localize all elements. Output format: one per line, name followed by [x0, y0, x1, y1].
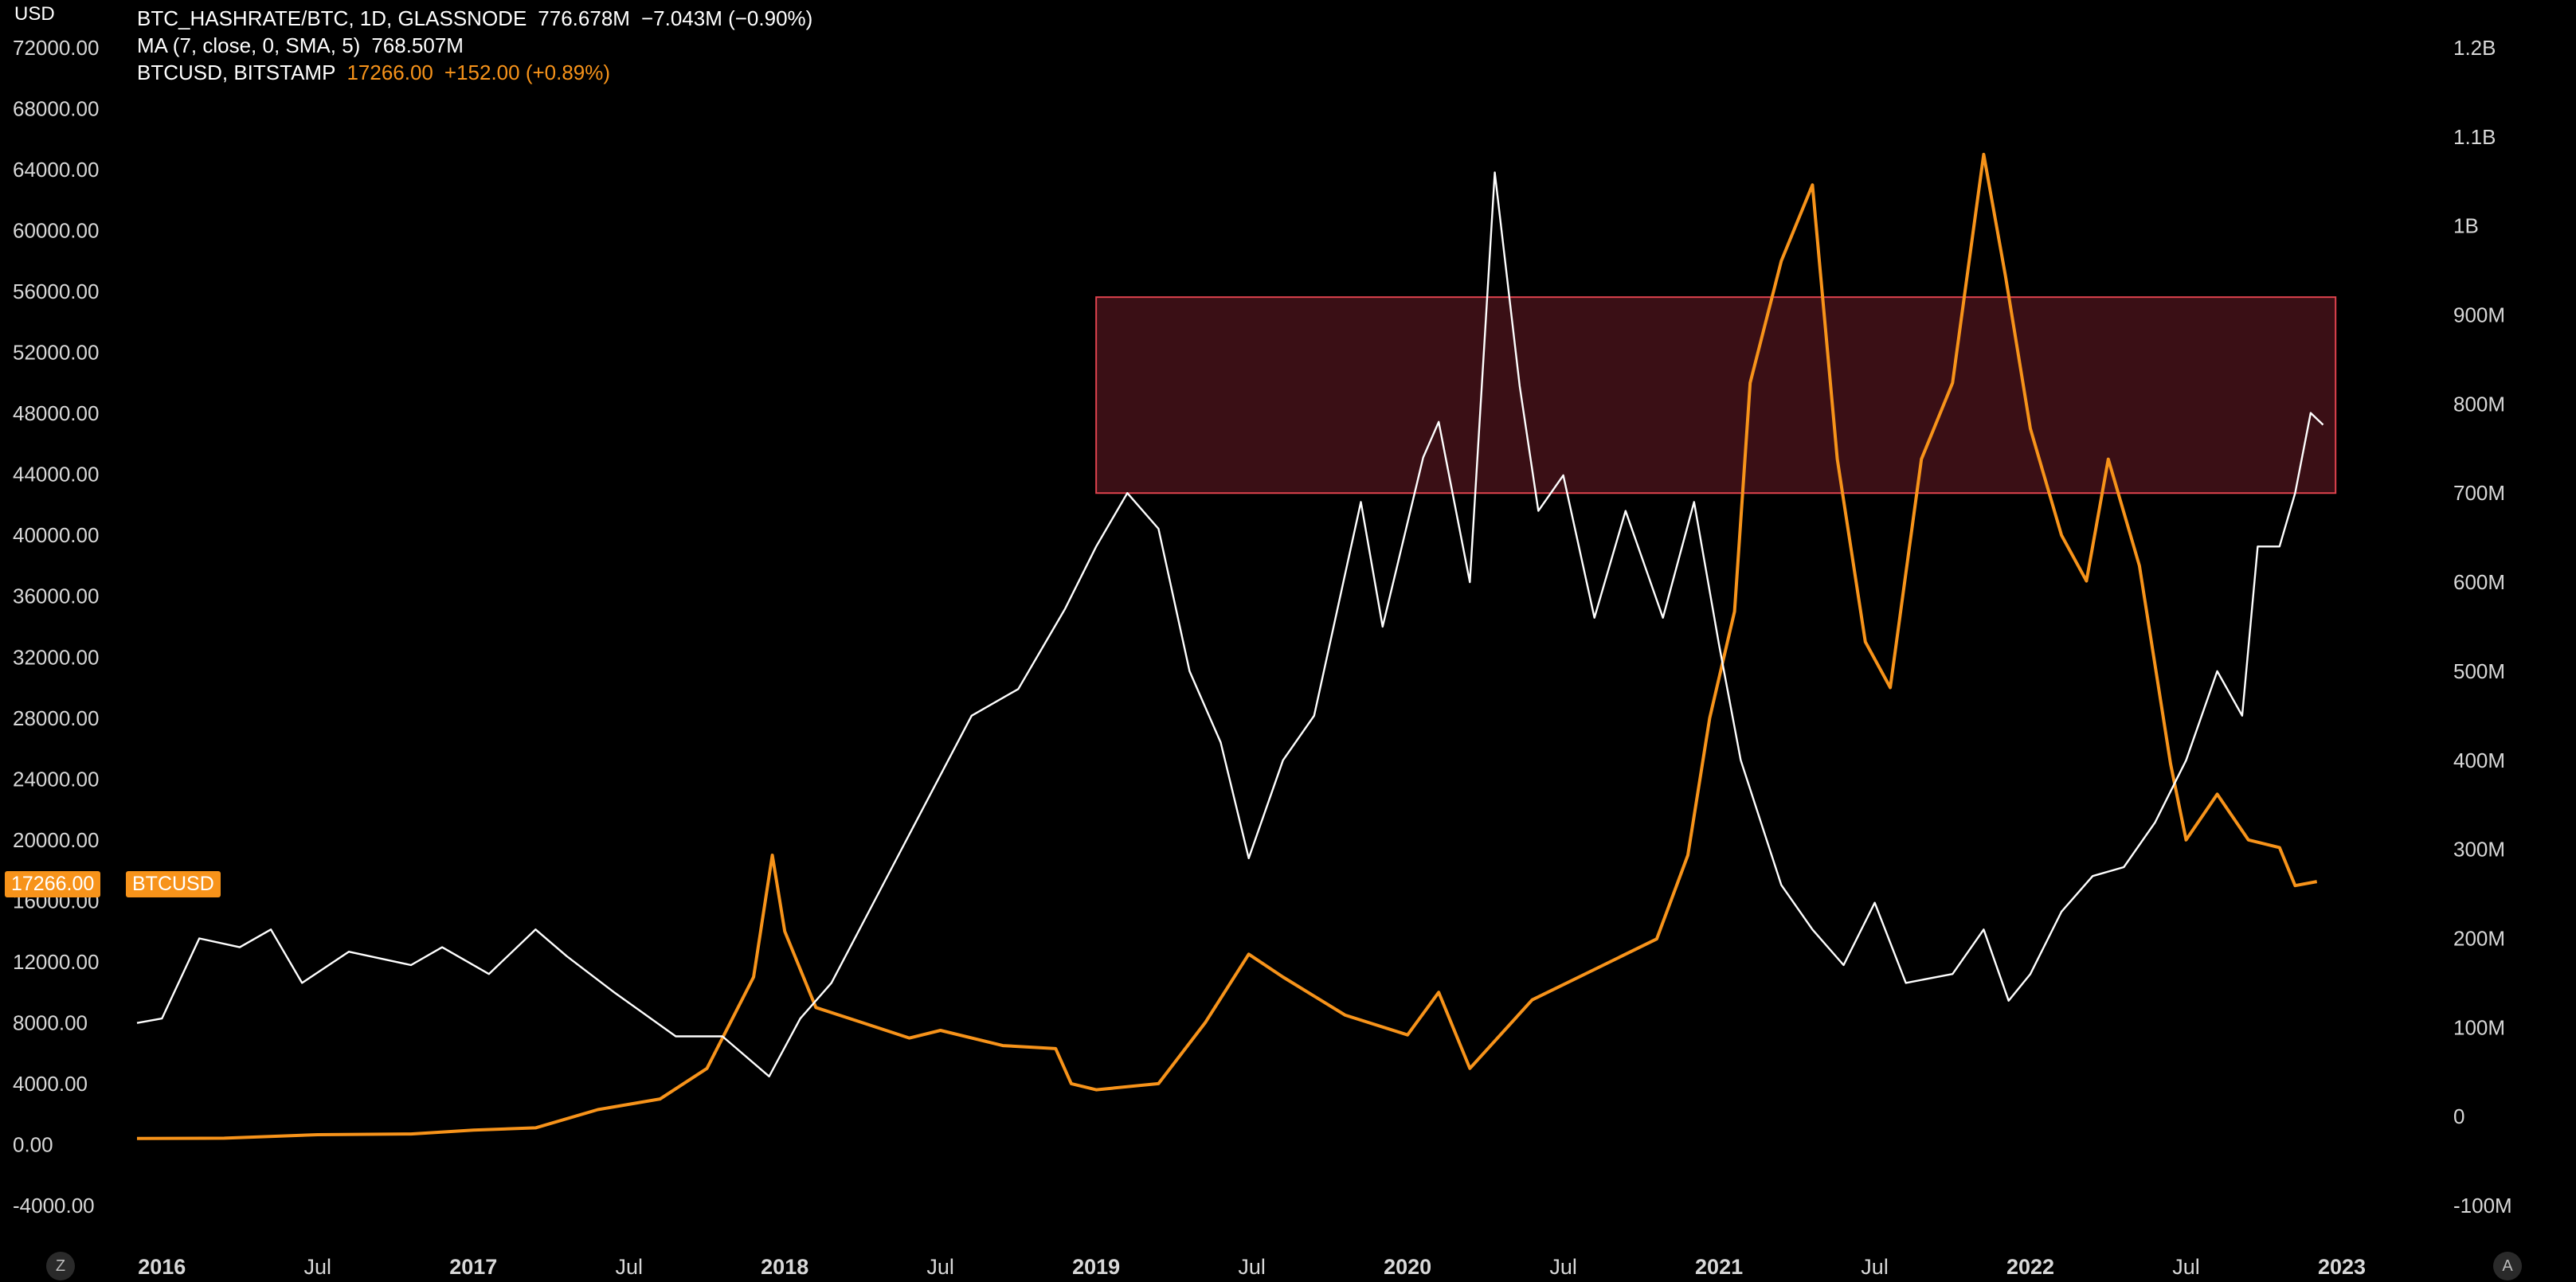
- legend-line-ma: MA (7, close, 0, SMA, 5) 768.507M: [137, 33, 475, 58]
- left-axis-tick-label: -4000.00: [13, 1194, 95, 1218]
- left-axis-unit: USD: [14, 3, 55, 25]
- x-axis-tick-label: Jul: [303, 1255, 331, 1279]
- x-axis-tick-label: Jul: [1238, 1255, 1266, 1279]
- auto-scale-z-button[interactable]: Z: [46, 1252, 75, 1280]
- x-axis-tick-label: 2023: [2318, 1255, 2366, 1279]
- right-axis-tick-label: 600M: [2453, 570, 2505, 594]
- price-badge-value: 17266.00: [5, 871, 101, 897]
- left-axis-tick-label: 72000.00: [13, 36, 99, 60]
- legend-line-ratio: BTC_HASHRATE/BTC, 1D, GLASSNODE 776.678M −…: [137, 6, 824, 31]
- right-axis-tick-label: 0: [2453, 1104, 2464, 1128]
- x-axis-tick-label: Jul: [926, 1255, 954, 1279]
- left-axis-tick-label: 20000.00: [13, 828, 99, 852]
- left-axis-tick-label: 60000.00: [13, 219, 99, 243]
- hashrate-ratio-line: [136, 171, 2324, 1077]
- highlight-zone: [1095, 296, 2337, 494]
- left-axis-tick-label: 40000.00: [13, 523, 99, 547]
- left-axis-tick-label: 44000.00: [13, 463, 99, 487]
- legend-ratio-change: −7.043M (−0.90%): [640, 6, 813, 30]
- x-axis-tick-label: Jul: [2172, 1255, 2200, 1279]
- right-axis-tick-label: 1.2B: [2453, 36, 2496, 60]
- price-badge-label: BTCUSD: [126, 871, 221, 897]
- right-axis-tick-label: 400M: [2453, 748, 2505, 772]
- legend-btc-change: +152.00 (+0.89%): [444, 61, 611, 84]
- x-axis-tick-label: Jul: [1549, 1255, 1577, 1279]
- x-axis-tick-label: Jul: [1861, 1255, 1889, 1279]
- left-axis-tick-label: 12000.00: [13, 950, 99, 974]
- left-axis-tick-label: 0.00: [13, 1132, 53, 1156]
- legend-line-btc: BTCUSD, BITSTAMP 17266.00 +152.00 (+0.89%): [137, 61, 621, 85]
- x-axis-tick-label: Jul: [615, 1255, 643, 1279]
- x-axis-tick-label: 2021: [1695, 1255, 1743, 1279]
- left-axis-tick-label: 24000.00: [13, 767, 99, 791]
- legend-ma-value: 768.507M: [371, 33, 464, 57]
- x-axis-tick-label: 2022: [2006, 1255, 2054, 1279]
- left-axis-tick-label: 32000.00: [13, 645, 99, 669]
- right-axis-tick-label: 1B: [2453, 214, 2479, 238]
- x-axis-tick-label: 2017: [449, 1255, 497, 1279]
- right-axis-tick-label: 1.1B: [2453, 125, 2496, 149]
- left-axis-tick-label: 56000.00: [13, 279, 99, 303]
- legend-ratio-value: 776.678M: [538, 6, 630, 30]
- btcusd-line: [136, 152, 2318, 1140]
- right-axis-tick-label: 100M: [2453, 1015, 2505, 1039]
- left-axis-tick-label: 8000.00: [13, 1010, 88, 1034]
- legend-btc-value: 17266.00: [346, 61, 433, 84]
- right-axis-tick-label: 500M: [2453, 659, 2505, 683]
- legend-ma-symbol: MA (7, close, 0, SMA, 5): [137, 33, 361, 57]
- right-axis-tick-label: -100M: [2453, 1194, 2512, 1218]
- auto-scale-a-button[interactable]: A: [2493, 1252, 2522, 1280]
- left-axis-tick-label: 68000.00: [13, 97, 99, 121]
- left-axis-tick-label: 64000.00: [13, 158, 99, 182]
- right-axis-tick-label: 900M: [2453, 303, 2505, 327]
- right-axis-tick-label: 300M: [2453, 838, 2505, 862]
- x-axis-tick-label: 2019: [1072, 1255, 1120, 1279]
- left-axis-tick-label: 4000.00: [13, 1072, 88, 1096]
- legend-ratio-symbol: BTC_HASHRATE/BTC, 1D, GLASSNODE: [137, 6, 527, 30]
- x-axis-tick-label: 2016: [138, 1255, 186, 1279]
- left-axis-tick-label: 52000.00: [13, 341, 99, 365]
- left-axis-tick-label: 36000.00: [13, 584, 99, 608]
- left-axis-tick-label: 28000.00: [13, 706, 99, 730]
- right-axis-tick-label: 200M: [2453, 926, 2505, 950]
- right-axis-tick-label: 800M: [2453, 392, 2505, 416]
- x-axis-tick-label: 2018: [761, 1255, 808, 1279]
- x-axis-tick-label: 2020: [1384, 1255, 1431, 1279]
- left-axis-tick-label: 48000.00: [13, 401, 99, 425]
- right-axis-tick-label: 700M: [2453, 481, 2505, 505]
- legend-btc-symbol: BTCUSD, BITSTAMP: [137, 61, 336, 84]
